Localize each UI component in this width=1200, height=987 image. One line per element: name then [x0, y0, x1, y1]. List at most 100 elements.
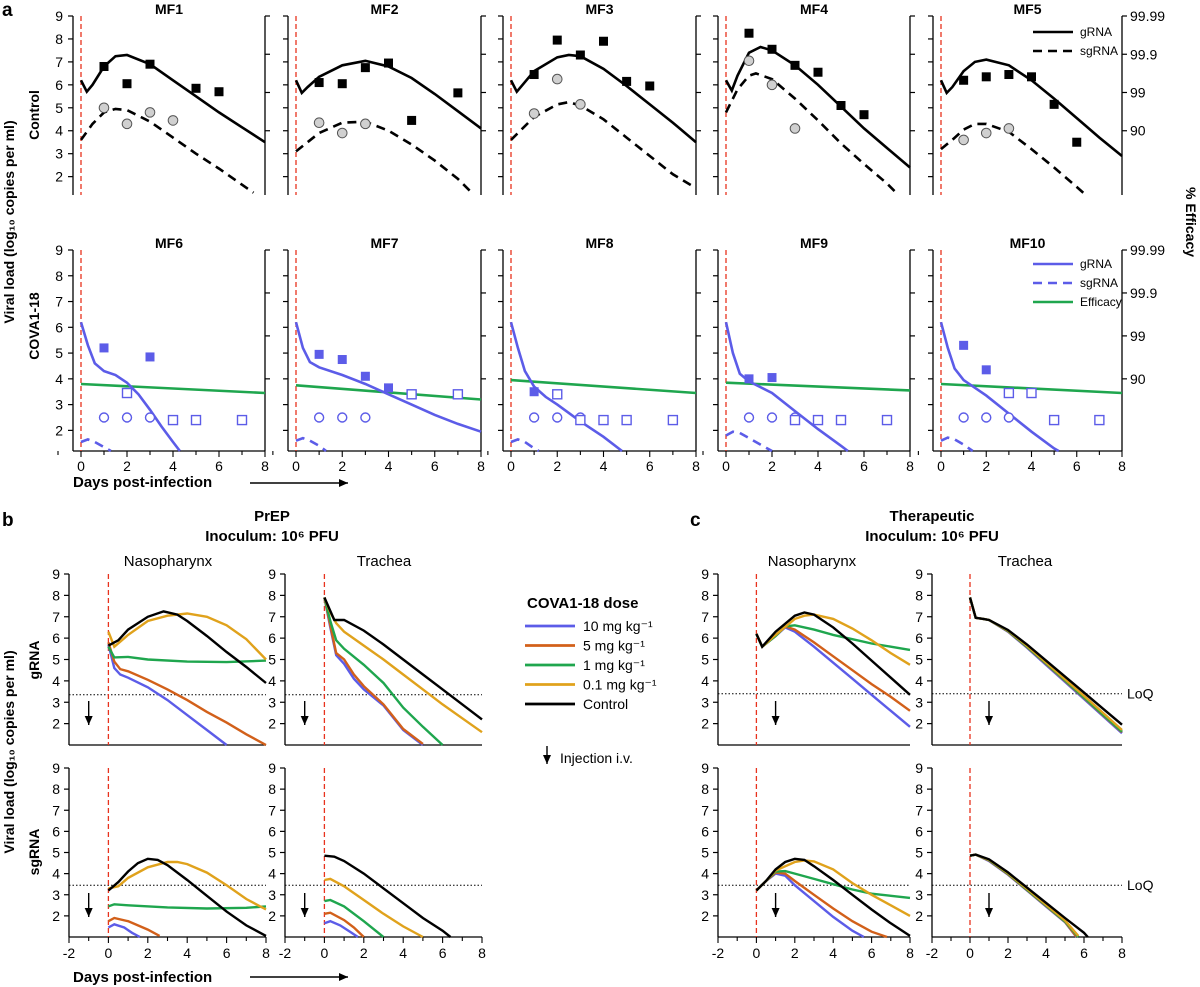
y-tick-label: 3	[55, 397, 63, 413]
grna-point	[959, 75, 969, 85]
y-tick-label: 8	[52, 587, 60, 603]
x-tick-label: 4	[183, 945, 191, 961]
x-tick-label: 8	[261, 458, 269, 474]
sgrna-loq-point	[337, 412, 348, 423]
y-tick-label: 8	[55, 31, 63, 47]
y-tick-label: 4	[268, 673, 276, 689]
series-line-green	[107, 903, 267, 910]
ylabel-b: Viral load (log₁₀ copies per ml)	[1, 650, 17, 853]
y-tick-label: 5	[55, 345, 63, 361]
sgrna-line	[80, 438, 112, 453]
ylabel-right: % Efficacy	[1183, 187, 1199, 257]
y-tick-label: 9	[915, 566, 923, 582]
panel-mf6: MF6 2 3 4 5 6 7 8 9 0 2 4 6 8	[55, 235, 270, 474]
y-tick-label: 6	[701, 823, 709, 839]
grna-point	[99, 343, 109, 353]
sgrna-loq-point	[98, 412, 110, 423]
y2-tick-label: 90	[1130, 371, 1146, 387]
sgrna-loq-point	[121, 412, 133, 423]
y2-tick-label: 99	[1130, 328, 1146, 344]
panel-mf1: MF1 2 3 4 5 6 7 8 9	[55, 1, 270, 195]
x-tick-label: 6	[860, 458, 868, 474]
y-tick-label: 5	[701, 845, 709, 861]
y-tick-label: 6	[55, 319, 63, 335]
y-tick-label: 6	[52, 630, 60, 646]
panel-mf5: MF5 99.99 99.9 99 90	[928, 1, 1165, 196]
series-line-black	[755, 611, 911, 696]
grna-point	[767, 44, 777, 54]
grna-point	[145, 352, 155, 362]
loq-label: LoQ	[1127, 686, 1154, 702]
x-tick-label: 0	[321, 945, 329, 961]
panel-title: MF8	[586, 235, 614, 251]
series-line-blue	[107, 644, 228, 746]
grna-loq-point	[552, 389, 563, 400]
dose-legend-label: 10 mg kg⁻¹	[583, 618, 653, 634]
series-line-gold	[968, 597, 1123, 731]
grna-point	[790, 60, 800, 70]
y-tick-label: 2	[701, 716, 709, 732]
legend-label: Efficacy	[1080, 295, 1122, 309]
panel-title: MF4	[800, 1, 828, 17]
y-tick-label: 8	[915, 587, 923, 603]
sgrna-loq-point	[812, 414, 824, 426]
row-label-control: Control	[26, 90, 42, 140]
xlabel-a: Days post-infection	[73, 474, 212, 491]
efficacy-line	[295, 384, 482, 401]
x-tick-label: 8	[1118, 458, 1126, 474]
legend-label: sgRNA	[1080, 276, 1118, 290]
sgrna-loq-point	[667, 414, 679, 426]
grna-line	[724, 45, 911, 169]
y-tick-label: 5	[701, 652, 709, 668]
y-tick-label: 5	[52, 845, 60, 861]
series-line-blue	[755, 625, 911, 728]
y-tick-label: 6	[701, 630, 709, 646]
sgrna-point	[144, 107, 156, 118]
grna-point	[337, 79, 347, 89]
y-tick-label: 8	[268, 781, 276, 797]
panel-label-c: c	[690, 510, 701, 531]
series-line-orange	[107, 642, 267, 747]
grna-point	[1049, 99, 1059, 109]
x-tick-label: 8	[692, 458, 700, 474]
sgrna-line	[940, 122, 1087, 196]
panel-mf7: MF7 0 2 4 6 8	[272, 235, 486, 474]
grna-point	[99, 61, 109, 71]
sgrna-loq-point	[789, 414, 801, 426]
y2-tick-label: 90	[1130, 123, 1146, 139]
sgrna-loq-point	[981, 412, 992, 423]
series-line-blue	[107, 923, 141, 939]
panel-label-a: a	[2, 0, 13, 21]
series-line-orange	[755, 625, 911, 712]
row-label-cova: COVA1-18	[26, 292, 42, 360]
y-tick-label: 2	[915, 908, 923, 924]
panel-title: MF2	[371, 1, 399, 17]
x-tick-label: 0	[77, 458, 85, 474]
sgrna-line	[510, 438, 540, 453]
x-tick-label: 8	[262, 945, 270, 961]
grna-point	[622, 76, 632, 86]
y-tick-label: 5	[915, 845, 923, 861]
c-panel-grna-nasopharynx: 2 3 4 5 6 7 8 9	[701, 566, 911, 746]
x-tick-label: 0	[937, 458, 945, 474]
legend-label: gRNA	[1080, 25, 1112, 39]
y-tick-label: 7	[268, 802, 276, 818]
panel-a-legend: gRNA sgRNA	[1033, 25, 1118, 58]
sgrna-loq-point	[766, 412, 778, 423]
panel-title: MF5	[1014, 1, 1042, 17]
sgrna-point	[360, 118, 371, 130]
y-tick-label: 9	[52, 760, 60, 776]
series-line-green	[324, 898, 385, 938]
y-tick-label: 3	[701, 887, 709, 903]
series-line-blue	[755, 872, 865, 939]
x-tick-label: 8	[1118, 945, 1126, 961]
c-tissue-trachea: Trachea	[998, 553, 1053, 570]
x-tick-label: 4	[399, 945, 407, 961]
x-tick-label: 4	[1028, 458, 1036, 474]
sgrna-loq-point	[144, 412, 156, 423]
y-tick-label: 3	[268, 694, 276, 710]
efficacy-line	[80, 382, 266, 395]
y-tick-label: 8	[915, 781, 923, 797]
